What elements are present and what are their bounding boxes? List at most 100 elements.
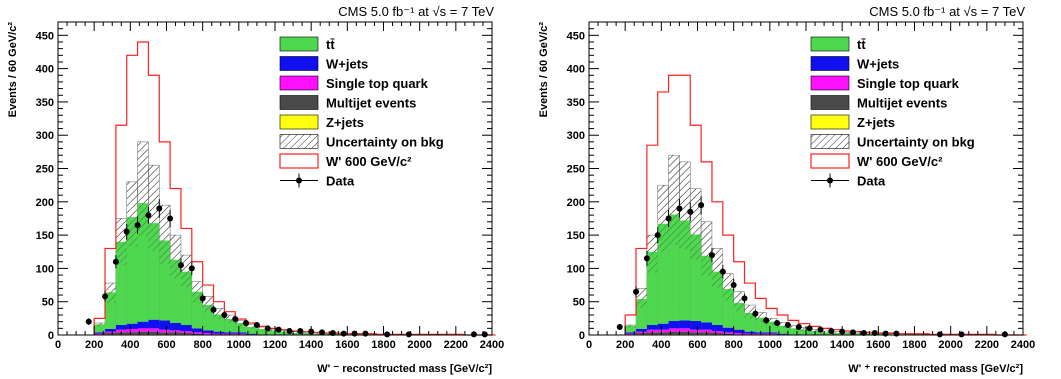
y-tick-label: 0 [579, 330, 585, 342]
x-tick-label: 400 [121, 339, 139, 351]
data-point [145, 212, 152, 219]
x-tick-label: 600 [157, 339, 175, 351]
data-point [806, 325, 813, 332]
multijet-bar [657, 332, 669, 335]
data-point [123, 228, 130, 235]
uncertainty-overlay-bin [787, 325, 799, 331]
x-tick-label: 800 [193, 339, 211, 351]
x-axis-title: W' ⁻ reconstructed mass [GeV/c²] [317, 363, 492, 375]
data-point [633, 288, 640, 295]
wjets-bar [657, 323, 669, 330]
data-point [719, 268, 726, 275]
data-point [676, 205, 683, 212]
y-tick-label: 250 [36, 164, 54, 176]
legend-swatch-ttbar [810, 36, 850, 52]
wjets-bar [744, 331, 756, 334]
y-tick-label: 0 [48, 330, 54, 342]
y-tick-label: 150 [567, 230, 585, 242]
x-tick-label: 800 [724, 339, 742, 351]
ttbar-bar [289, 333, 301, 335]
x-tick-label: 1200 [794, 339, 818, 351]
data-point [784, 322, 791, 329]
data-point [243, 320, 250, 327]
y-tick-label: 350 [36, 97, 54, 109]
y-tick-label: 50 [42, 297, 54, 309]
uncertainty-overlay-bin [213, 308, 225, 320]
data-point [698, 202, 705, 209]
wjets-bar [701, 322, 712, 330]
data-point [102, 293, 109, 300]
legend-swatch-uncertainty [810, 134, 850, 149]
signal-line [624, 74, 1027, 336]
ttbar-bar [711, 271, 723, 326]
legend-swatch-singletop [810, 75, 850, 91]
ttbar-bar [311, 333, 323, 335]
uncertainty-overlay-bin [831, 331, 843, 334]
legend-label-singletop: Single top quark [857, 76, 960, 91]
y-tick-label: 450 [36, 30, 54, 42]
data-point [232, 316, 239, 323]
ttbar-bar [820, 332, 832, 335]
uncertainty-overlay-bin [809, 329, 821, 333]
ttbar-bar [115, 241, 127, 326]
legend-swatch-wjets [810, 56, 850, 71]
chart-panel-right: 0 200 400 600 800 1000 1200 1400 1600 1800 2000 220… [531, 0, 1061, 379]
x-tick-label: 200 [85, 339, 103, 351]
x-tick-label: 1200 [263, 339, 287, 351]
legend-label-uncertainty: Uncertainty on bkg [326, 135, 444, 150]
uncertainty-overlay-bin [711, 248, 723, 288]
ttbar-bar [798, 329, 810, 335]
wjets-bar [711, 325, 723, 332]
x-tick-label: 1600 [866, 339, 890, 351]
multijet-bar [711, 333, 723, 335]
wjets-bar [191, 328, 203, 333]
legend-label-data: Data [326, 174, 355, 189]
data-point [774, 320, 781, 327]
x-tick-label: 1000 [758, 339, 782, 351]
ttbar-bar [235, 323, 247, 333]
legend-label-ttbar: tt̄ [326, 37, 335, 52]
wjets-bar [94, 332, 106, 334]
legend-label-uncertainty: Uncertainty on bkg [857, 135, 975, 150]
multijet-bar [191, 333, 203, 335]
legend-swatch-ttbar [279, 36, 319, 52]
x-tick-label: 0 [55, 339, 61, 351]
x-tick-label: 2400 [1011, 339, 1035, 351]
y-tick-label: 450 [567, 30, 585, 42]
singletop-bar [105, 331, 116, 334]
x-tick-label: 1400 [299, 339, 323, 351]
multijet-bar [137, 331, 149, 335]
ttbar-bar [625, 325, 637, 333]
uncertainty-overlay [625, 155, 995, 335]
x-tick-label: 2000 [938, 339, 962, 351]
uncertainty-overlay-bin [853, 333, 864, 335]
wjets-bar [159, 320, 171, 330]
uncertainty-overlay-bin [170, 235, 181, 279]
uncertainty-overlay-bin [159, 205, 171, 265]
data-point [384, 331, 391, 338]
y-tick-label: 50 [573, 297, 585, 309]
uncertainty-overlay-bin [202, 296, 214, 313]
data-point [264, 325, 271, 332]
ttbar-bar [126, 217, 138, 324]
singletop-bar [744, 333, 756, 335]
uncertainty-overlay-bin [777, 322, 788, 329]
ttbar-bar [267, 330, 279, 335]
wjets-bar [636, 329, 647, 332]
data-point [253, 322, 260, 329]
legend-swatch-data-marker [296, 177, 302, 184]
stack-wjets [625, 320, 821, 335]
singletop-bar [722, 332, 734, 334]
singletop-bar [202, 333, 214, 335]
y-tick-label: 150 [36, 230, 54, 242]
wjets-bar [733, 329, 745, 334]
legend-swatch-signal [810, 153, 850, 169]
data-point [286, 328, 293, 335]
uncertainty-overlay-bin [191, 281, 203, 303]
legend: tt̄ W+jets Single top quark Multijet events… [279, 36, 444, 189]
legend-swatch-uncertainty [279, 134, 319, 149]
uncertainty-overlay-bin [657, 185, 669, 252]
wjets-bar [213, 331, 225, 334]
y-tick-label: 100 [567, 263, 585, 275]
uncertainty-overlay-bin [798, 327, 810, 332]
